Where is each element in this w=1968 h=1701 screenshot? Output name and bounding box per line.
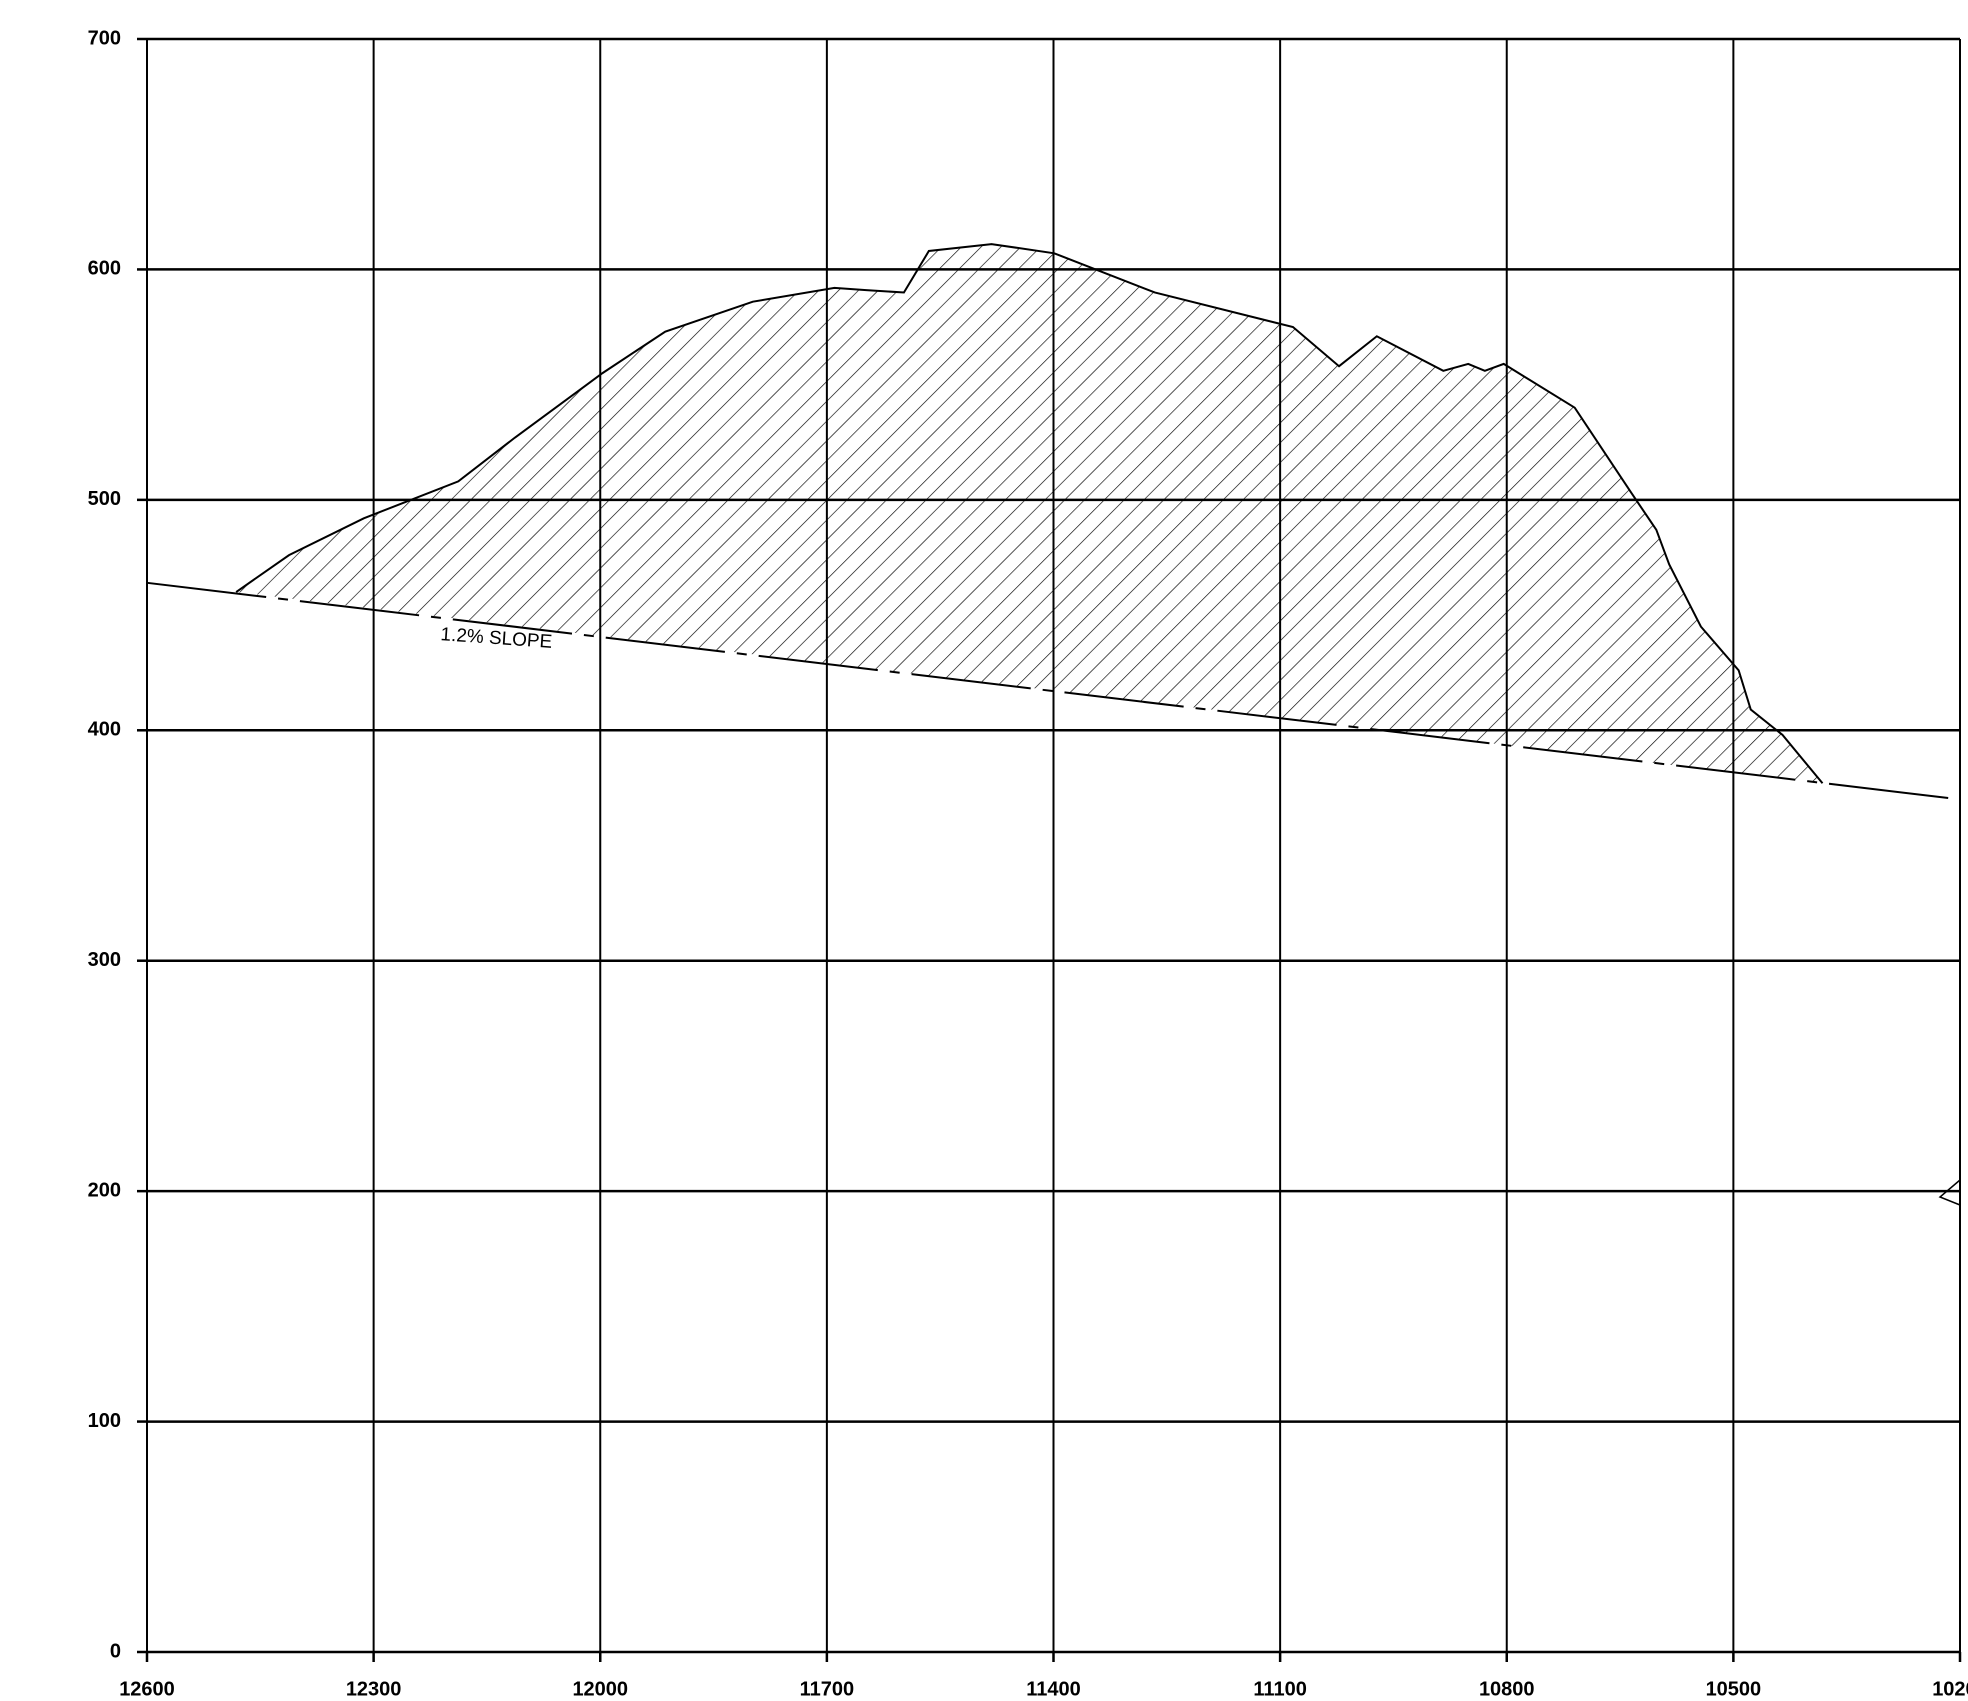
y-tick-label: 400: [88, 719, 121, 741]
x-tick-label: 10200: [1932, 1678, 1968, 1700]
y-tick-label: 300: [88, 949, 121, 971]
y-tick-label: 600: [88, 258, 121, 280]
x-tick-label: 12300: [346, 1678, 402, 1700]
hatched-area: [236, 244, 1823, 784]
y-tick-label: 0: [110, 1640, 121, 1662]
profile-line: [235, 243, 1824, 784]
x-tick-label: 12600: [119, 1678, 175, 1700]
y-tick-label: 100: [88, 1410, 121, 1432]
y-tick-label: 700: [88, 27, 121, 49]
y-tick-label: 500: [88, 488, 121, 510]
x-tick-label: 11700: [800, 1678, 855, 1700]
slope-line: [146, 581, 1961, 801]
x-tick-label: 11100: [1253, 1678, 1306, 1700]
marks: [146, 243, 1961, 801]
y-tick-label: 200: [88, 1179, 121, 1201]
break-symbol: [1938, 1179, 1961, 1206]
x-tick-label: 10500: [1706, 1678, 1762, 1700]
x-tick-label: 11400: [1026, 1678, 1081, 1700]
x-tick-label: 12000: [572, 1678, 628, 1700]
x-tick-label: 10800: [1479, 1678, 1535, 1700]
